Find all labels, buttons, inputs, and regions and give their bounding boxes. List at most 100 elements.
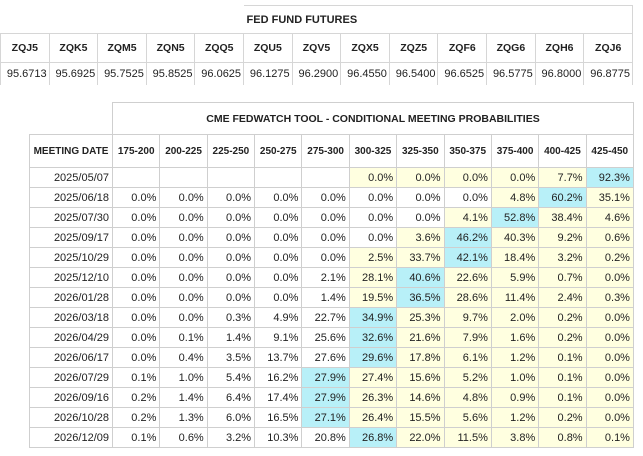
probability-cell bbox=[254, 167, 303, 188]
probability-cell: 7.9% bbox=[443, 327, 492, 348]
probability-cell: 0.0% bbox=[301, 187, 350, 208]
probability-cell: 4.8% bbox=[443, 387, 492, 408]
probability-cell: 5.2% bbox=[443, 367, 492, 388]
probability-cell: 27.4% bbox=[348, 367, 398, 388]
probability-cell: 26.3% bbox=[348, 387, 398, 408]
futures-contract-price: 95.6925 bbox=[48, 62, 99, 85]
probability-cell: 1.0% bbox=[490, 367, 540, 388]
probability-cell: 35.1% bbox=[585, 187, 634, 208]
meeting-row: 2026/07/29 0.1% 1.0% 5.4% 16.2% 27.9% 27.4% 15.… bbox=[29, 367, 634, 388]
probability-cell: 28.1% bbox=[348, 267, 398, 288]
futures-contract-code: ZQX5 bbox=[340, 33, 390, 63]
probability-cell: 5.9% bbox=[490, 267, 540, 288]
rate-range-header: 425-450 bbox=[585, 134, 634, 168]
fedwatch-body: 2025/05/07 0.0% 0.0% 0.0% 0.0% 7.7% 92.3% 2025/… bbox=[29, 167, 634, 448]
futures-contract-code: ZQJ5 bbox=[0, 33, 50, 63]
futures-contract-code: ZQZ5 bbox=[388, 33, 439, 63]
futures-contract-code: ZQU5 bbox=[243, 33, 293, 63]
probability-cell: 0.0% bbox=[490, 167, 540, 188]
probability-cell: 0.0% bbox=[206, 207, 256, 228]
meeting-date: 2025/05/07 bbox=[29, 167, 113, 188]
probability-cell: 0.0% bbox=[301, 227, 350, 248]
futures-contract-code: ZQJ6 bbox=[583, 33, 634, 63]
futures-contract-code: ZQV5 bbox=[291, 33, 342, 63]
futures-contract-price: 95.8525 bbox=[145, 62, 196, 85]
probability-cell: 42.1% bbox=[443, 247, 492, 268]
probability-cell: 0.7% bbox=[538, 267, 587, 288]
probability-cell: 3.2% bbox=[538, 247, 587, 268]
probability-cell: 0.0% bbox=[111, 287, 161, 308]
probability-cell: 0.0% bbox=[206, 187, 256, 208]
probability-cell: 0.1% bbox=[538, 367, 587, 388]
futures-contract-price: 95.7525 bbox=[97, 62, 147, 85]
probability-cell: 0.2% bbox=[111, 407, 161, 428]
rate-range-header: 225-250 bbox=[206, 134, 256, 168]
futures-contract-price: 96.8000 bbox=[534, 62, 585, 85]
probability-cell: 40.6% bbox=[396, 267, 445, 288]
probability-cell: 0.0% bbox=[111, 267, 161, 288]
meeting-date-header: MEETING DATE bbox=[29, 134, 113, 168]
futures-contract-code: ZQN5 bbox=[145, 33, 196, 63]
probability-cell: 0.0% bbox=[111, 187, 161, 208]
probability-cell: 0.1% bbox=[538, 387, 587, 408]
meeting-row: 2026/09/16 0.2% 1.4% 6.4% 17.4% 27.9% 26.3% 14.… bbox=[29, 387, 634, 408]
meeting-row: 2025/05/07 0.0% 0.0% 0.0% 0.0% 7.7% 92.3% bbox=[29, 167, 634, 188]
probability-cell: 40.3% bbox=[490, 227, 540, 248]
probability-cell: 46.2% bbox=[443, 227, 492, 248]
probability-cell: 6.0% bbox=[206, 407, 256, 428]
probability-cell: 4.1% bbox=[443, 207, 492, 228]
probability-cell: 0.0% bbox=[348, 187, 398, 208]
probability-cell: 0.0% bbox=[111, 207, 161, 228]
probability-cell: 3.6% bbox=[396, 227, 445, 248]
fed-fund-futures-table: FED FUND FUTURES ZQJ5 ZQK5 ZQM5 ZQN5 ZQQ5 ZQU… bbox=[0, 5, 634, 85]
probability-cell: 28.6% bbox=[443, 287, 492, 308]
probability-cell bbox=[301, 167, 350, 188]
probability-cell: 0.0% bbox=[348, 167, 398, 188]
probability-cell: 0.8% bbox=[538, 427, 587, 448]
probability-cell: 5.6% bbox=[443, 407, 492, 428]
probability-cell: 25.3% bbox=[396, 307, 445, 328]
probability-cell: 0.2% bbox=[538, 327, 587, 348]
futures-contract-code: ZQF6 bbox=[437, 33, 488, 63]
futures-contract-price: 96.2900 bbox=[291, 62, 342, 85]
probability-cell: 29.6% bbox=[348, 347, 398, 368]
meeting-row: 2025/07/30 0.0% 0.0% 0.0% 0.0% 0.0% 0.0% 0.0% 4.… bbox=[29, 207, 634, 228]
meeting-row: 2026/10/28 0.2% 1.3% 6.0% 16.5% 27.1% 26.4% 15.… bbox=[29, 407, 634, 428]
probability-cell: 0.1% bbox=[538, 347, 587, 368]
probability-cell: 22.7% bbox=[301, 307, 350, 328]
probability-cell: 0.1% bbox=[111, 367, 161, 388]
probability-cell: 2.5% bbox=[348, 247, 398, 268]
probability-cell: 9.7% bbox=[443, 307, 492, 328]
probability-cell bbox=[111, 167, 161, 188]
probability-cell: 32.6% bbox=[348, 327, 398, 348]
probability-cell: 15.5% bbox=[396, 407, 445, 428]
probability-cell: 22.0% bbox=[396, 427, 445, 448]
futures-contract-code: ZQM5 bbox=[97, 33, 147, 63]
meeting-date: 2026/12/09 bbox=[29, 427, 113, 448]
fedwatch-probabilities-table: CME FEDWATCH TOOL - CONDITIONAL MEETING … bbox=[29, 102, 634, 448]
meeting-date: 2026/06/17 bbox=[29, 347, 113, 368]
meeting-row: 2026/01/28 0.0% 0.0% 0.0% 0.0% 1.4% 19.5% 36.5%… bbox=[29, 287, 634, 308]
probability-cell: 0.0% bbox=[301, 247, 350, 268]
probability-cell: 0.3% bbox=[585, 287, 634, 308]
probability-cell: 14.6% bbox=[396, 387, 445, 408]
meeting-row: 2025/09/17 0.0% 0.0% 0.0% 0.0% 0.0% 0.0% 3.6% 46… bbox=[29, 227, 634, 248]
probability-cell: 17.8% bbox=[396, 347, 445, 368]
probability-cell: 0.0% bbox=[585, 367, 634, 388]
probability-cell: 92.3% bbox=[585, 167, 634, 188]
probability-cell: 27.9% bbox=[301, 367, 350, 388]
probability-cell: 0.0% bbox=[206, 247, 256, 268]
probability-cell: 27.6% bbox=[301, 347, 350, 368]
futures-contract-price: 96.1275 bbox=[243, 62, 293, 85]
probability-cell: 52.8% bbox=[490, 207, 540, 228]
probability-cell: 2.0% bbox=[490, 307, 540, 328]
rate-range-header: 200-225 bbox=[159, 134, 208, 168]
probability-cell: 0.0% bbox=[206, 287, 256, 308]
probability-cell: 0.0% bbox=[111, 327, 161, 348]
probability-cell: 1.0% bbox=[159, 367, 208, 388]
probability-cell: 0.0% bbox=[396, 207, 445, 228]
meeting-date: 2026/04/29 bbox=[29, 327, 113, 348]
probability-cell: 0.6% bbox=[585, 227, 634, 248]
probability-cell: 0.0% bbox=[585, 407, 634, 428]
futures-contract-price: 96.5400 bbox=[388, 62, 439, 85]
